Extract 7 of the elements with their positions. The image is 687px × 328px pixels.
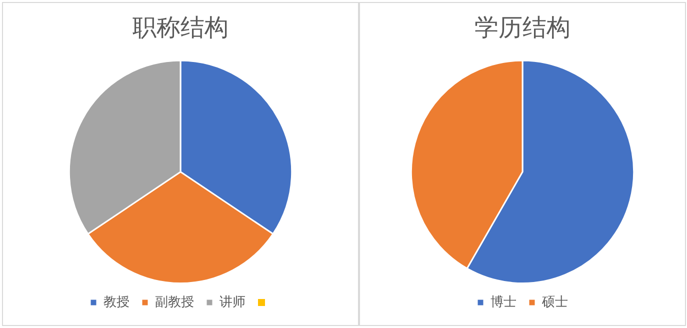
chart-title: 职称结构 [132,14,228,42]
legend-label: 硕士 [541,294,568,310]
legend-label: 讲师 [220,294,246,310]
legend-label: 博士 [490,294,516,310]
chart-title: 学历结构 [474,14,570,42]
legend-label: 教授 [104,294,130,310]
legend-label: 副教授 [155,294,194,310]
